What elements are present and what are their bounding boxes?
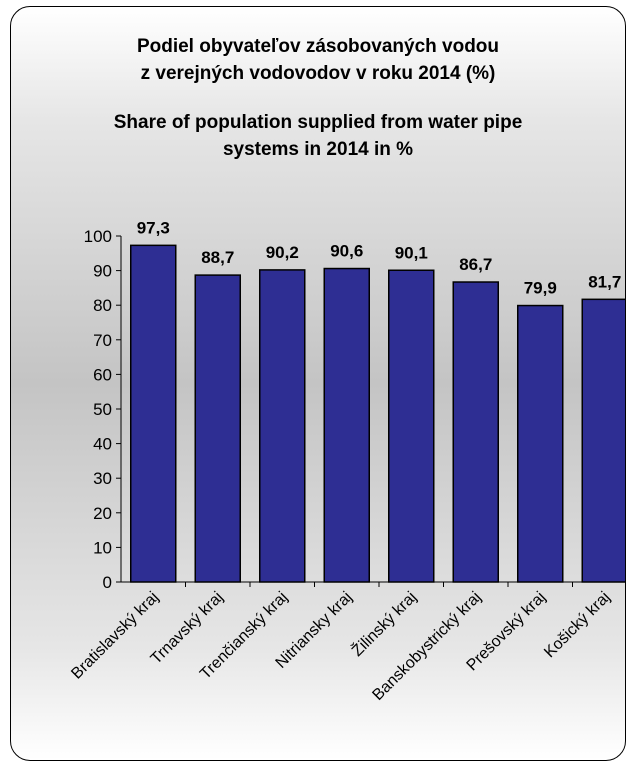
data-label: 90,1	[395, 243, 428, 262]
subtitle-line-2: systems in 2014 in %	[223, 139, 413, 160]
y-tick-label: 90	[93, 262, 112, 281]
title-line-1: Podiel obyvateľov zásobovaných vodou	[137, 36, 499, 57]
chart-svg: Podiel obyvateľov zásobovaných vodou z v…	[68, 36, 625, 704]
chart-frame: Podiel obyvateľov zásobovaných vodou z v…	[10, 6, 626, 761]
bar	[323, 267, 370, 583]
y-tick-label: 0	[103, 573, 112, 592]
category-label: Banskobystrický kraj	[369, 589, 484, 704]
bar	[259, 269, 306, 583]
y-tick-label: 100	[84, 227, 112, 246]
y-tick-label: 60	[93, 365, 112, 384]
bar	[130, 244, 177, 583]
y-tick-label: 80	[93, 296, 112, 315]
y-tick-label: 50	[93, 400, 112, 419]
data-label: 90,2	[266, 243, 299, 262]
bar	[388, 269, 435, 583]
data-label: 86,7	[459, 255, 492, 274]
bar	[452, 281, 499, 583]
data-label: 88,7	[201, 248, 234, 267]
category-label: Žilinský kraj	[348, 587, 421, 660]
bar	[517, 304, 564, 583]
category-label: Bratislavský kraj	[68, 589, 162, 683]
data-label: 79,9	[524, 279, 557, 298]
data-label: 97,3	[137, 218, 170, 237]
y-tick-label: 40	[93, 435, 112, 454]
category-label: Košický kraj	[541, 589, 613, 661]
data-label: 81,7	[588, 272, 621, 291]
y-tick-label: 70	[93, 331, 112, 350]
bar	[581, 298, 625, 583]
data-label: 90,6	[330, 242, 363, 261]
title-line-2: z verejných vodovodov v roku 2014 (%)	[141, 63, 496, 84]
subtitle-line-1: Share of population supplied from water …	[114, 112, 523, 133]
plot-area: 0 10 20 30 40 50 60 70 80 90 100 97,3 Bratislavský k…	[68, 218, 625, 704]
y-tick-label: 20	[93, 504, 112, 523]
y-tick-label: 10	[93, 538, 112, 557]
bar	[194, 274, 241, 583]
y-tick-label: 30	[93, 469, 112, 488]
